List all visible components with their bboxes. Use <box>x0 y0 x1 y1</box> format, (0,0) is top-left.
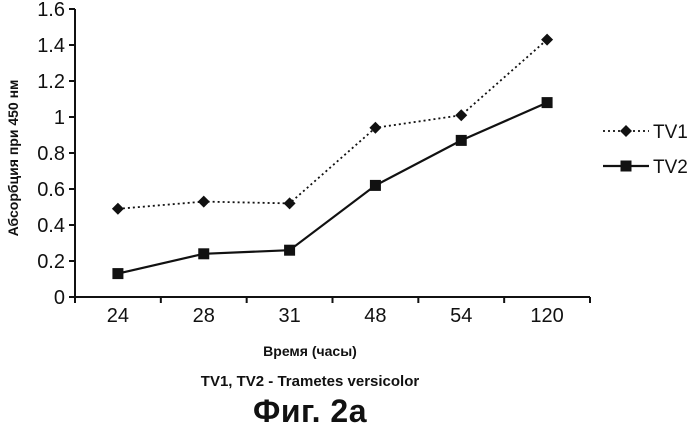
x-ticks: 24 28 31 48 54 120 <box>75 297 590 327</box>
data-point <box>621 161 632 172</box>
data-point <box>198 248 209 259</box>
data-point <box>620 125 632 137</box>
x-axis-title: Время (часы) <box>0 343 620 359</box>
y-tick-label: 1.2 <box>37 71 65 93</box>
data-point <box>370 180 381 191</box>
y-tick-label: 0.2 <box>37 251 65 273</box>
line-chart: Абсорбция при 450 нм 0 0.2 0.4 0.6 0.8 1 1.2 1.… <box>0 0 699 340</box>
legend-item-tv1: TV1 <box>603 122 688 143</box>
y-tick-label: 1 <box>54 107 65 129</box>
series-line <box>118 103 547 274</box>
x-tick-label: 31 <box>278 305 300 327</box>
legend: TV1 TV2 <box>603 122 688 178</box>
legend-label: TV1 <box>653 122 688 143</box>
data-point <box>284 245 295 256</box>
series-tv1 <box>112 34 553 215</box>
y-axis-title: Абсорбция при 450 нм <box>5 80 21 237</box>
series-group <box>112 34 553 280</box>
y-tick-label: 0 <box>54 287 65 309</box>
data-point <box>198 196 210 208</box>
legend-item-tv2: TV2 <box>603 157 688 178</box>
y-tick-label: 0.8 <box>37 143 65 165</box>
x-tick-label: 48 <box>364 305 386 327</box>
data-point <box>112 203 124 215</box>
y-tick-label: 0.4 <box>37 215 65 237</box>
legend-label: TV2 <box>653 157 688 178</box>
axes <box>75 9 590 297</box>
y-ticks: 0 0.2 0.4 0.6 0.8 1 1.2 1.4 1.6 <box>37 0 75 309</box>
x-tick-label: 24 <box>107 305 129 327</box>
data-point <box>112 268 123 279</box>
y-tick-label: 1.4 <box>37 35 65 57</box>
series-tv2 <box>112 97 552 279</box>
figure-note: TV1, TV2 - Trametes versicolor <box>0 373 620 390</box>
data-point <box>284 197 296 209</box>
data-point <box>456 135 467 146</box>
x-tick-label: 120 <box>530 305 563 327</box>
data-point <box>455 109 467 121</box>
y-tick-label: 0.6 <box>37 179 65 201</box>
y-tick-label: 1.6 <box>37 0 65 21</box>
figure-label: Фиг. 2а <box>0 393 620 430</box>
data-point <box>542 97 553 108</box>
x-tick-label: 28 <box>193 305 215 327</box>
x-tick-label: 54 <box>450 305 472 327</box>
series-line <box>118 40 547 209</box>
